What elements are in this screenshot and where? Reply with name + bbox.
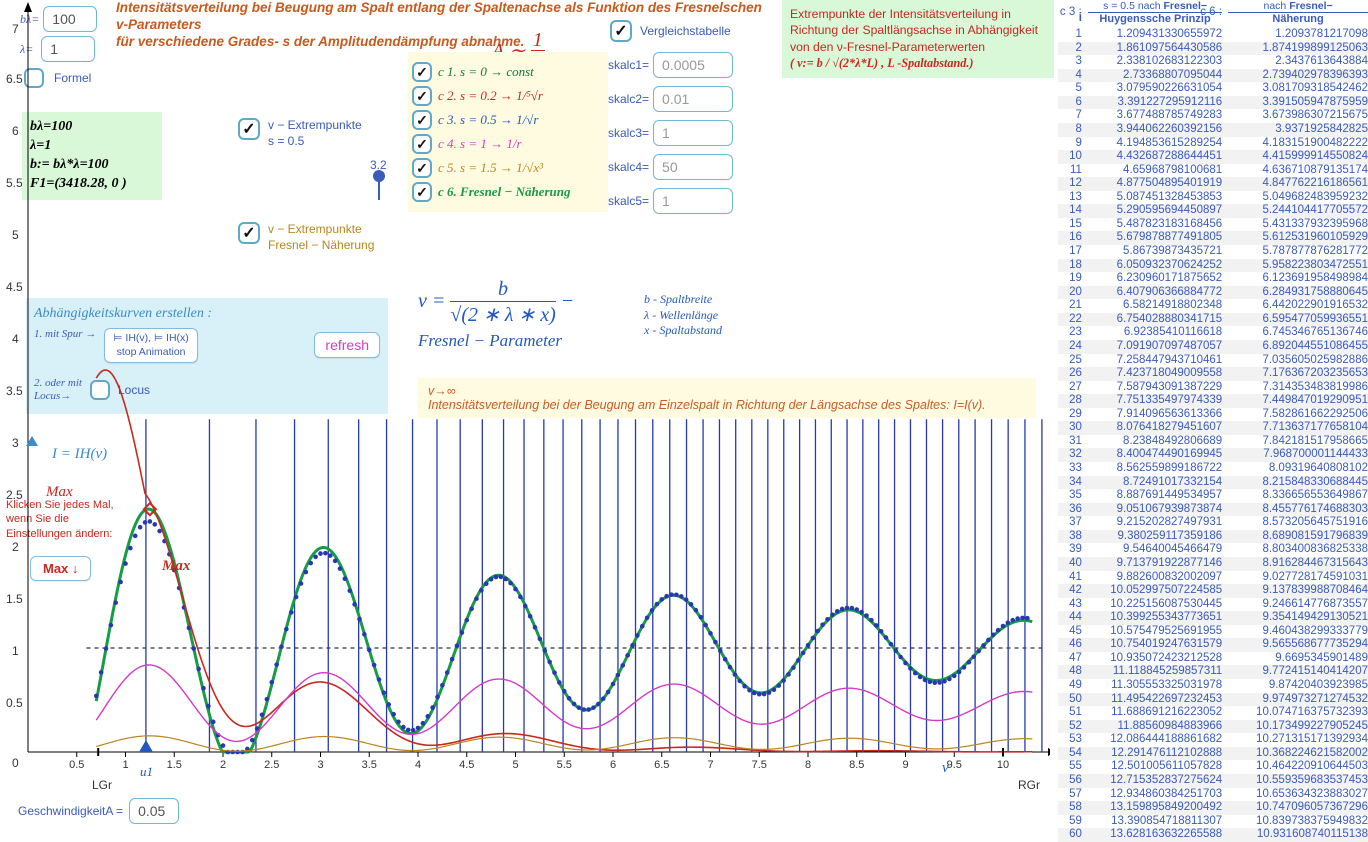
table-row: 5312.08644418886168210.271315171392934 bbox=[1058, 733, 1368, 747]
svg-text:9: 9 bbox=[902, 759, 908, 771]
table-row: 287.7513354979743397.449847019290951 bbox=[1058, 394, 1368, 408]
svg-text:7.5: 7.5 bbox=[752, 759, 767, 771]
lgr-label: LGr bbox=[92, 778, 112, 792]
table-row: 399.546400454664798.803400836825338 bbox=[1058, 543, 1368, 557]
svg-text:4: 4 bbox=[415, 759, 421, 771]
table-row: 4610.7540192476315799.565568677735294 bbox=[1058, 638, 1368, 652]
table-row: 4911.3055533250319789.87420403923985 bbox=[1058, 679, 1368, 693]
table-row: 5412.29147611210288810.368224621582002 bbox=[1058, 747, 1368, 761]
table-row: 114.659687981006814.636710879135174 bbox=[1058, 164, 1368, 178]
table-row: 5612.71535283727562410.559359683537453 bbox=[1058, 774, 1368, 788]
table-row: 63.3912272959121163.391505947875959 bbox=[1058, 96, 1368, 110]
table-row: 277.5879430913872297.314353483819986 bbox=[1058, 381, 1368, 395]
table-row: 53.0795902266310543.081709318542462 bbox=[1058, 82, 1368, 96]
svg-text:1: 1 bbox=[122, 759, 128, 771]
table-row: 175.867398734357215.787877876281772 bbox=[1058, 245, 1368, 259]
table-row: 4310.2251560875304459.246614776873557 bbox=[1058, 598, 1368, 612]
table-row: 94.1948536152892544.183151900482222 bbox=[1058, 137, 1368, 151]
table-row: 297.9140965636133667.582861662292506 bbox=[1058, 408, 1368, 422]
table-row: 4410.3992553437736519.354149429130521 bbox=[1058, 611, 1368, 625]
svg-text:8.5: 8.5 bbox=[849, 759, 864, 771]
svg-text:5.5: 5.5 bbox=[557, 759, 572, 771]
svg-text:8: 8 bbox=[805, 759, 811, 771]
table-row: 318.238484928066897.842181517958665 bbox=[1058, 435, 1368, 449]
table-row: 5512.50100561105782810.464220910644503 bbox=[1058, 760, 1368, 774]
table-row: 145.2905956944508975.244104417705572 bbox=[1058, 204, 1368, 218]
table-row: 32.3381026831223032.3437613643884 bbox=[1058, 55, 1368, 69]
svg-text:10: 10 bbox=[997, 759, 1009, 771]
hdr-c3: c 3 : bbox=[1060, 6, 1082, 20]
data-table: i c 3 : s = 0.5 nach Fresnel− Huygenssch… bbox=[1058, 0, 1368, 842]
svg-text:2.5: 2.5 bbox=[264, 759, 279, 771]
table-row: 135.0874513284538535.049682483959232 bbox=[1058, 191, 1368, 205]
table-row: 328.4004744901699457.968700001144433 bbox=[1058, 448, 1368, 462]
table-row: 11.2094313306559721.2093781217098 bbox=[1058, 28, 1368, 42]
svg-text:6.5: 6.5 bbox=[654, 759, 669, 771]
table-row: 4710.9350724232125289.6695345901489 bbox=[1058, 652, 1368, 666]
table-row: 5813.15989584920049210.747096057367296 bbox=[1058, 801, 1368, 815]
table-row: 5011.4954226972324539.974973271274532 bbox=[1058, 693, 1368, 707]
svg-text:1.5: 1.5 bbox=[167, 759, 182, 771]
table-row: 5111.68869121622305210.074716375732393 bbox=[1058, 706, 1368, 720]
table-row: 369.0510679398738748.455776174688303 bbox=[1058, 503, 1368, 517]
geschw-label: GeschwindigkeitA = bbox=[18, 804, 123, 818]
intensity-chart: 0.511.522.533.544.555.566.577.588.599.51… bbox=[0, 0, 1050, 790]
table-row: 124.8775048954019194.847762216186561 bbox=[1058, 177, 1368, 191]
table-row: 104.4326872886444514.415999914550824 bbox=[1058, 150, 1368, 164]
table-row: 155.4878231831684565.431337932395968 bbox=[1058, 218, 1368, 232]
max-peak-label: Max bbox=[162, 558, 190, 575]
svg-text:2: 2 bbox=[220, 759, 226, 771]
table-row: 6013.62816363226558810.931608740115138 bbox=[1058, 828, 1368, 842]
svg-text:4.5: 4.5 bbox=[459, 759, 474, 771]
svg-text:3.5: 3.5 bbox=[362, 759, 377, 771]
table-row: 165.6798788774918055.612531960105929 bbox=[1058, 231, 1368, 245]
table-row: 216.582149188023486.442022901916532 bbox=[1058, 299, 1368, 313]
table-row: 4510.5754795256919559.460438299333779 bbox=[1058, 625, 1368, 639]
table-row: 4811.1188452598573119.772415140414207 bbox=[1058, 665, 1368, 679]
table-row: 186.0509323706242525.958223803472551 bbox=[1058, 259, 1368, 273]
table-row: 21.8610975644305861.874199899125063 bbox=[1058, 42, 1368, 56]
table-row: 257.2584479437104617.035605025982886 bbox=[1058, 354, 1368, 368]
table-row: 83.9440622603921563.9371925842825 bbox=[1058, 123, 1368, 137]
table-row: 5712.93486038425170310.653634323883027 bbox=[1058, 788, 1368, 802]
table-row: 409.7137919228771468.916284467315643 bbox=[1058, 557, 1368, 571]
hdr-c6: c 6 : bbox=[1200, 6, 1222, 20]
table-row: 379.2152028274979318.573205645751916 bbox=[1058, 516, 1368, 530]
table-row: 389.3802591173591868.689081591796839 bbox=[1058, 530, 1368, 544]
table-row: 338.5625598991867228.09319640808102 bbox=[1058, 462, 1368, 476]
table-row: 4210.0529975072245859.137839988708464 bbox=[1058, 584, 1368, 598]
svg-text:5: 5 bbox=[512, 759, 518, 771]
table-row: 42.733688070950442.739402978396393 bbox=[1058, 69, 1368, 83]
svg-text:6: 6 bbox=[610, 759, 616, 771]
table-row: 348.724910173321548.215848330688445 bbox=[1058, 476, 1368, 490]
rgr-label: RGr bbox=[1018, 778, 1040, 792]
table-row: 206.4079063668847726.284931758880645 bbox=[1058, 286, 1368, 300]
svg-text:3: 3 bbox=[317, 759, 323, 771]
table-row: 267.4237180490095587.176367203235653 bbox=[1058, 367, 1368, 381]
v-axis-label: v bbox=[942, 760, 949, 777]
table-row: 247.0919070974870576.892044551086455 bbox=[1058, 340, 1368, 354]
table-row: 196.2309601718756526.123691958498984 bbox=[1058, 272, 1368, 286]
u1-label: u1 bbox=[140, 764, 153, 780]
table-row: 5211.8856098488396610.173499227905245 bbox=[1058, 720, 1368, 734]
table-row: 308.0764182794516077.713637177658104 bbox=[1058, 421, 1368, 435]
table-row: 226.7540288803417156.595477059936551 bbox=[1058, 313, 1368, 327]
table-row: 73.6774887857492833.673986307215675 bbox=[1058, 109, 1368, 123]
table-row: 236.923854101166186.745346765136746 bbox=[1058, 326, 1368, 340]
table-row: 5913.39085471881130710.839738375949832 bbox=[1058, 815, 1368, 829]
table-row: 358.8876914495349578.336656553649867 bbox=[1058, 489, 1368, 503]
table-row: 419.8826008320020979.027728174591031 bbox=[1058, 571, 1368, 585]
geschw-input[interactable] bbox=[129, 798, 179, 824]
svg-text:0.5: 0.5 bbox=[69, 759, 84, 771]
svg-text:7: 7 bbox=[707, 759, 713, 771]
